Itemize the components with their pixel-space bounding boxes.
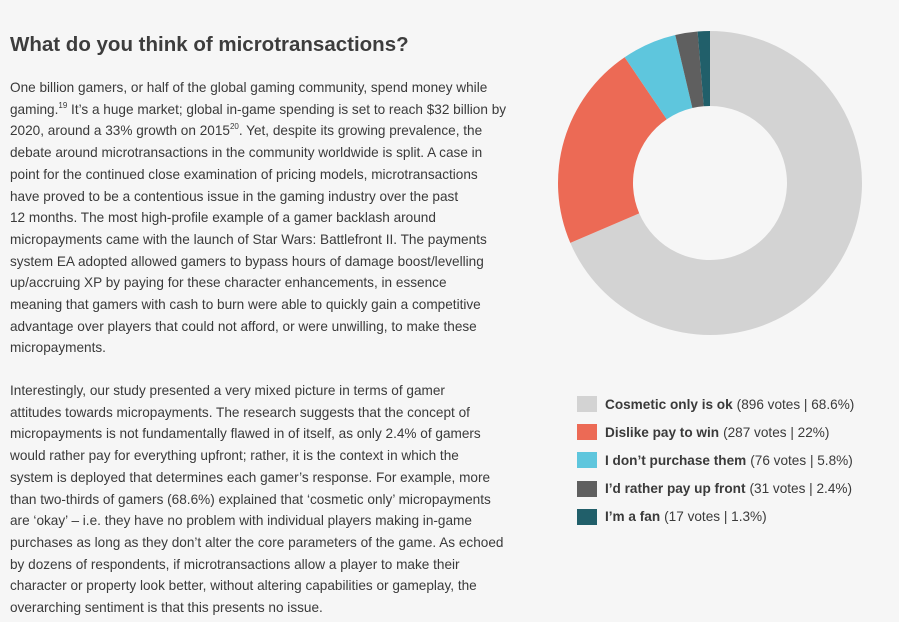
legend-label: I’m a fan xyxy=(605,509,661,525)
text-line: micropayments. xyxy=(10,340,106,356)
text-line: overarching sentiment is that this prese… xyxy=(10,600,323,616)
text-line: would rather pay for everything upfront;… xyxy=(10,448,459,464)
legend-value: (76 votes | 5.8%) xyxy=(750,452,853,468)
page-title: What do you think of microtransactions? xyxy=(10,33,409,56)
legend-swatch xyxy=(577,396,597,413)
legend-swatch xyxy=(577,452,597,469)
text-segment: . Yet, despite its growing prevalence, t… xyxy=(238,123,483,139)
legend-label: Dislike pay to win xyxy=(605,424,720,440)
text-line: by dozens of respondents, if microtransa… xyxy=(10,556,460,572)
text-line: are ‘okay’ – i.e. they have no problem w… xyxy=(10,513,472,529)
legend-swatch xyxy=(577,508,597,525)
text-line: micropayments came with the launch of St… xyxy=(10,231,487,247)
text-line: purchases as long as they don’t alter th… xyxy=(10,534,504,550)
text-segment: 2020, around a 33% growth on 2015 xyxy=(10,123,230,139)
footnote-marker: 19 xyxy=(58,100,68,110)
legend-value: (31 votes | 2.4%) xyxy=(749,481,852,497)
donut-slice-1 xyxy=(570,31,862,335)
legend-item: Dislike pay to win (287 votes | 22%) xyxy=(577,418,892,446)
legend-swatch xyxy=(577,480,597,497)
text-segment: It’s a huge market; global in-game spend… xyxy=(67,101,507,117)
legend-label: I don’t purchase them xyxy=(605,452,747,468)
text-line-composite: 2020, around a 33% growth on 201520. Yet… xyxy=(10,120,545,142)
text-line: advantage over players that could not af… xyxy=(10,318,477,334)
donut-slice-4 xyxy=(675,31,704,109)
text-line-composite: gaming.19 It’s a huge market; global in-… xyxy=(10,99,545,121)
text-line: than two-thirds of gamers (68.6%) explai… xyxy=(10,491,491,507)
legend-value: (17 votes | 1.3%) xyxy=(664,509,767,525)
body-paragraph-2: Interestingly, our study presented a ver… xyxy=(10,380,545,619)
legend-item: I’d rather pay up front (31 votes | 2.4%… xyxy=(577,475,892,503)
donut-slice-3 xyxy=(624,35,693,120)
text-line: attitudes towards micropayments. The res… xyxy=(10,404,470,420)
text-line: One billion gamers, or half of the globa… xyxy=(10,80,488,95)
text-line: 12 months. The most high-profile example… xyxy=(10,210,436,226)
donut-slice-2 xyxy=(558,57,667,243)
chart-legend: Cosmetic only is ok (896 votes | 68.6%) … xyxy=(577,390,892,531)
text-line: meaning that gamers with cash to burn we… xyxy=(10,297,481,313)
legend-label: Cosmetic only is ok xyxy=(605,396,733,412)
legend-label: I’d rather pay up front xyxy=(605,481,746,497)
text-line: Interestingly, our study presented a ver… xyxy=(10,383,445,398)
text-segment: gaming. xyxy=(10,101,59,117)
text-line: have proved to be a contentious issue in… xyxy=(10,188,459,204)
text-line: up/accruing XP by paying for these chara… xyxy=(10,275,447,291)
donut-slice-5 xyxy=(697,31,710,107)
text-line: system is deployed that determines each … xyxy=(10,469,491,485)
legend-value: (896 votes | 68.6%) xyxy=(736,396,855,412)
legend-value: (287 votes | 22%) xyxy=(723,424,830,440)
text-line: point for the continued close examinatio… xyxy=(10,166,478,182)
legend-item: I’m a fan (17 votes | 1.3%) xyxy=(577,503,892,531)
legend-swatch xyxy=(577,424,597,441)
legend-item: I don’t purchase them (76 votes | 5.8%) xyxy=(577,446,892,474)
text-line: debate around microtransactions in the c… xyxy=(10,145,483,161)
donut-chart xyxy=(558,31,862,335)
footnote-marker: 20 xyxy=(229,122,239,132)
body-paragraph-1: One billion gamers, or half of the globa… xyxy=(10,77,545,359)
text-line: character or property look better, witho… xyxy=(10,578,477,594)
legend-item: Cosmetic only is ok (896 votes | 68.6%) xyxy=(577,390,892,418)
text-line: system EA adopted allowed gamers to bypa… xyxy=(10,253,484,269)
text-line: micropayments is not fundamentally flawe… xyxy=(10,426,481,442)
